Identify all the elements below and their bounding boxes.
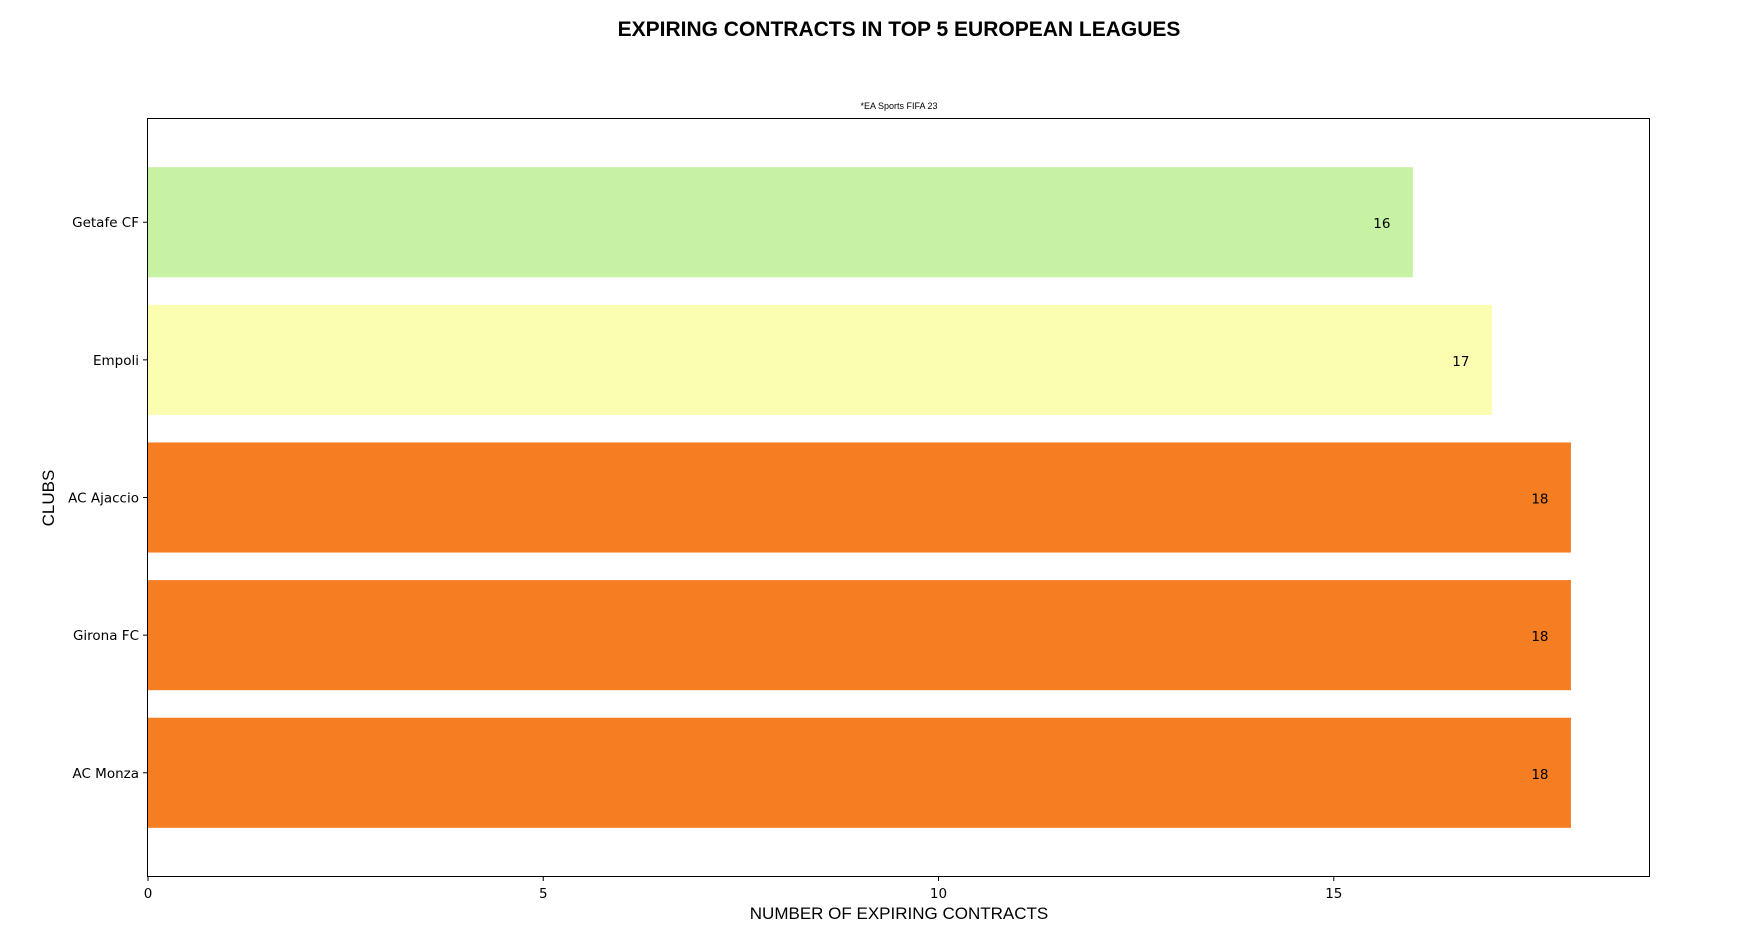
y-tick-label: Getafe CF xyxy=(72,215,139,231)
bars-layer xyxy=(148,167,1571,828)
chart-subtitle: *EA Sports FIFA 23 xyxy=(860,101,937,111)
x-tick-label: 15 xyxy=(1325,886,1342,902)
bar xyxy=(148,304,1492,415)
value-labels-layer: 16 17 18 18 18 xyxy=(1373,216,1548,783)
bar-value-label: 16 xyxy=(1373,216,1390,232)
y-tick-label: Empoli xyxy=(93,353,139,369)
x-tick-label: 5 xyxy=(539,886,548,902)
y-tick-label: Girona FC xyxy=(73,628,139,644)
x-axis: 0 5 10 15 xyxy=(144,876,1342,902)
bar-value-label: 18 xyxy=(1531,629,1548,645)
y-tick-label: AC Monza xyxy=(72,766,139,782)
bar-value-label: 18 xyxy=(1531,767,1548,783)
y-axis-label: CLUBS xyxy=(39,470,58,527)
bar xyxy=(148,580,1571,691)
bar xyxy=(148,167,1413,278)
chart-title: EXPIRING CONTRACTS IN TOP 5 EUROPEAN LEA… xyxy=(618,18,1181,41)
y-axis: Getafe CF Empoli AC Ajaccio Girona FC AC Mon… xyxy=(68,215,148,782)
bar-value-label: 17 xyxy=(1452,354,1469,370)
x-axis-label: NUMBER OF EXPIRING CONTRACTS xyxy=(750,904,1048,923)
bar xyxy=(148,442,1571,553)
bar xyxy=(148,717,1571,828)
y-tick-label: AC Ajaccio xyxy=(68,491,139,507)
x-tick-label: 10 xyxy=(930,886,947,902)
bar-value-label: 18 xyxy=(1531,492,1548,508)
x-tick-label: 0 xyxy=(144,886,153,902)
